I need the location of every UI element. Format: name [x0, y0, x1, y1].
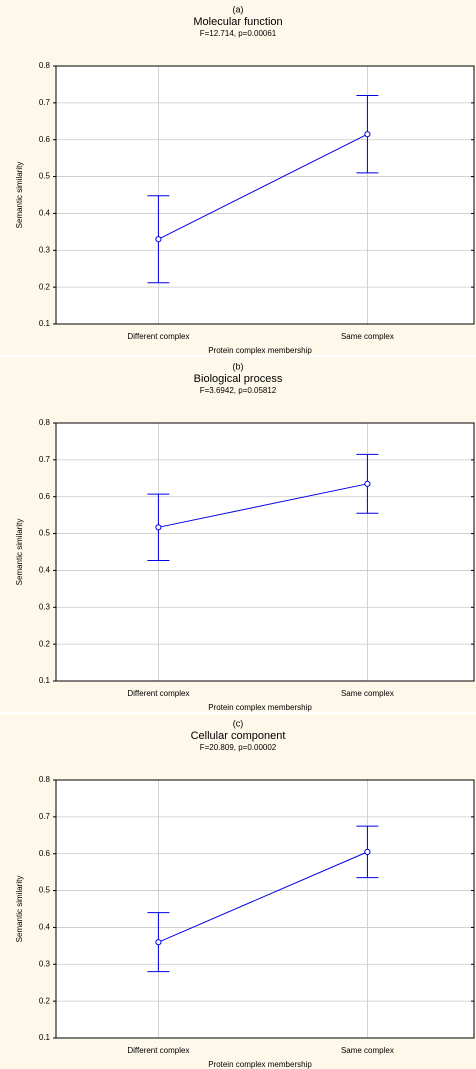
- x-axis-label: Protein complex membership: [208, 1060, 312, 1069]
- x-tick-label: Same complex: [341, 689, 394, 698]
- panel-label: (b): [233, 361, 244, 371]
- x-axis-label: Protein complex membership: [208, 346, 312, 355]
- y-axis-label: Semantic similarity: [15, 876, 24, 943]
- plot-area: [56, 780, 474, 1038]
- chart-title: Cellular component: [191, 730, 286, 742]
- y-tick-label: 0.3: [39, 602, 51, 611]
- mean-line: [158, 133, 368, 240]
- y-tick-label: 0.3: [39, 245, 51, 254]
- y-tick-label: 0.2: [39, 639, 51, 648]
- panel-label: (a): [233, 4, 244, 14]
- panel-label: (c): [233, 718, 244, 728]
- y-tick-label: 0.7: [39, 455, 51, 464]
- chart-subtitle: F=20.809, p=0.00002: [200, 743, 277, 752]
- y-tick-label: 0.3: [39, 959, 51, 968]
- mean-line: [158, 851, 368, 943]
- mean-point: [155, 939, 162, 946]
- chart-subtitle: F=12.714, p=0.00061: [200, 29, 277, 38]
- y-tick-label: 0.4: [39, 923, 51, 932]
- mean-point: [155, 524, 162, 531]
- mean-point: [155, 236, 162, 243]
- y-tick-label: 0.5: [39, 886, 51, 895]
- y-tick-label: 0.6: [39, 135, 51, 144]
- mean-point: [364, 480, 371, 487]
- mean-point: [364, 848, 371, 855]
- y-tick-label: 0.1: [39, 319, 51, 328]
- y-axis-label: Semantic similarity: [15, 162, 24, 229]
- y-tick-label: 0.4: [39, 566, 51, 575]
- mean-line: [158, 483, 368, 528]
- plot-frame: [55, 65, 475, 325]
- y-tick-label: 0.8: [39, 775, 51, 784]
- y-tick-label: 0.1: [39, 1033, 51, 1042]
- y-tick-label: 0.2: [39, 996, 51, 1005]
- x-tick-label: Same complex: [341, 1046, 394, 1055]
- chart-title: Molecular function: [193, 16, 282, 28]
- x-tick-label: Same complex: [341, 332, 394, 341]
- y-tick-label: 0.2: [39, 282, 51, 291]
- y-tick-label: 0.5: [39, 172, 51, 181]
- chart-subtitle: F=3.6942, p=0.05812: [200, 386, 277, 395]
- y-tick-label: 0.7: [39, 98, 51, 107]
- x-axis-label: Protein complex membership: [208, 703, 312, 712]
- y-tick-label: 0.6: [39, 849, 51, 858]
- chart-title: Biological process: [194, 373, 283, 385]
- y-tick-label: 0.8: [39, 61, 51, 70]
- y-tick-label: 0.8: [39, 418, 51, 427]
- plot-frame: [55, 779, 475, 1039]
- plot-frame: [55, 422, 475, 682]
- mean-point: [364, 131, 371, 138]
- x-tick-label: Different complex: [127, 1046, 189, 1055]
- y-tick-label: 0.6: [39, 492, 51, 501]
- plot-area: [56, 423, 474, 681]
- y-tick-label: 0.1: [39, 676, 51, 685]
- y-axis-label: Semantic similarity: [15, 519, 24, 586]
- plot-area: [56, 66, 474, 324]
- y-tick-label: 0.5: [39, 529, 51, 538]
- x-tick-label: Different complex: [127, 689, 189, 698]
- y-tick-label: 0.4: [39, 209, 51, 218]
- x-tick-label: Different complex: [127, 332, 189, 341]
- y-tick-label: 0.7: [39, 812, 51, 821]
